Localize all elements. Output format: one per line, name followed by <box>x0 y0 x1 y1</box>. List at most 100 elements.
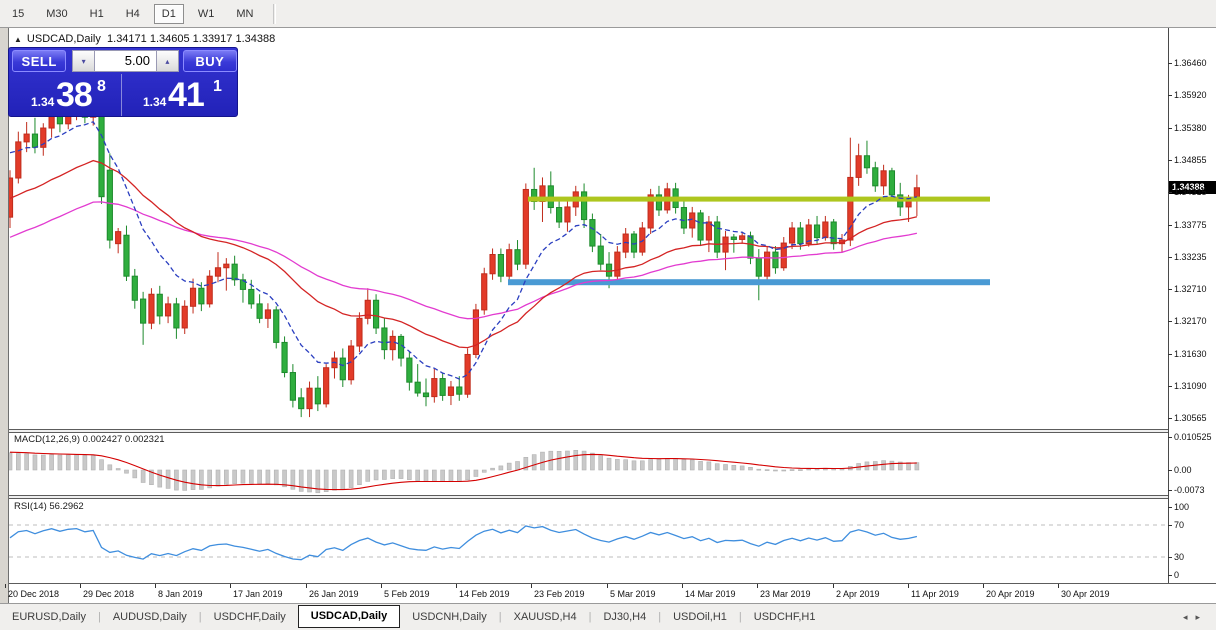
date-axis-tick <box>908 584 909 588</box>
chart-symbol-label: USDCAD,Daily <box>26 33 101 45</box>
date-axis-label: 20 Dec 2018 <box>8 589 60 599</box>
tab-separator: | <box>498 611 502 623</box>
macd-axis-label: 0.010525 <box>1174 432 1212 442</box>
date-axis-tick <box>381 584 382 588</box>
tab-separator: | <box>198 611 202 623</box>
price-axis-tick <box>1168 418 1172 419</box>
macd-axis-label: -0.0073 <box>1174 485 1205 495</box>
timeframe-button-d1[interactable]: D1 <box>153 3 184 24</box>
price-axis[interactable] <box>1168 28 1216 584</box>
date-axis-tick <box>456 584 457 588</box>
timeframe-button-mn[interactable]: MN <box>236 7 254 20</box>
date-axis-tick <box>607 584 608 588</box>
date-axis-label: 11 Apr 2019 <box>911 589 959 599</box>
sell-price-display[interactable]: 1.34 38 8 <box>9 74 122 116</box>
rsi-axis-label: 100 <box>1174 502 1190 512</box>
chart-tab-usdcad-daily[interactable]: USDCAD,Daily <box>297 604 401 628</box>
price-axis-label: 1.35920 <box>1174 90 1207 100</box>
chart-ohlc-values: 1.34171 1.34605 1.33917 1.34388 <box>107 33 276 45</box>
pane-separator-macd[interactable] <box>9 429 1168 433</box>
rsi-axis-label: 0 <box>1174 570 1180 580</box>
sell-price-pips: 38 <box>56 76 93 114</box>
date-axis-tick <box>983 584 984 588</box>
timeframe-button-w1[interactable]: W1 <box>197 7 215 20</box>
chart-tab-xauusd-h4[interactable]: XAUUSD,H4 <box>513 611 577 623</box>
lot-increase-button[interactable]: ▴ <box>156 50 179 72</box>
date-axis-tick <box>833 584 834 588</box>
price-axis-label: 1.34315 <box>1174 187 1207 197</box>
one-click-trading-panel: SELL ▾ 5.00 ▴ BUY 1.34 38 8 1.34 41 1 <box>8 47 238 117</box>
buy-price-pips: 41 <box>168 76 205 114</box>
price-axis-tick <box>1168 192 1172 193</box>
date-axis-tick <box>80 584 81 588</box>
window-splitter[interactable] <box>0 28 9 603</box>
date-axis-label: 29 Dec 2018 <box>83 589 135 599</box>
date-axis-label: 8 Jan 2019 <box>158 589 203 599</box>
lot-size-input[interactable]: 5.00 <box>94 50 157 72</box>
rsi-axis-tick <box>1168 507 1172 508</box>
chart-tab-usdoil-h1[interactable]: USDOil,H1 <box>673 611 727 623</box>
timeframe-button-15[interactable]: 15 <box>12 7 25 20</box>
tab-separator: | <box>588 611 592 623</box>
chart-tab-usdchf-daily[interactable]: USDCHF,Daily <box>213 611 286 623</box>
chart-tab-usdcnh-daily[interactable]: USDCNH,Daily <box>412 611 487 623</box>
price-axis-tick <box>1168 225 1172 226</box>
pane-separator-rsi[interactable] <box>9 495 1168 499</box>
price-axis-tick <box>1168 128 1172 129</box>
buy-button[interactable]: BUY <box>182 50 237 72</box>
date-axis-label: 5 Mar 2019 <box>610 589 656 599</box>
chart-tab-usdchf-h1[interactable]: USDCHF,H1 <box>753 611 816 623</box>
price-axis-label: 1.33235 <box>1174 252 1207 262</box>
price-axis-label: 1.30565 <box>1174 413 1207 423</box>
date-axis-tick <box>155 584 156 588</box>
price-axis-tick <box>1168 289 1172 290</box>
date-axis-label: 26 Jan 2019 <box>309 589 359 599</box>
price-axis-label: 1.32170 <box>1174 316 1207 326</box>
timeframe-button-h4[interactable]: H4 <box>125 7 140 20</box>
date-axis-label: 5 Feb 2019 <box>384 589 430 599</box>
date-axis-tick <box>230 584 231 588</box>
tab-separator: | <box>658 611 662 623</box>
next-chart-arrow-icon[interactable]: ▸ <box>1195 611 1208 622</box>
chart-tab-eurusd-daily[interactable]: EURUSD,Daily <box>12 611 86 623</box>
price-axis-tick <box>1168 63 1172 64</box>
price-axis-label: 1.34855 <box>1174 155 1207 165</box>
date-axis-tick <box>682 584 683 588</box>
timeframe-button-m30[interactable]: M30 <box>46 7 68 20</box>
price-axis-tick <box>1168 95 1172 96</box>
buy-price-display[interactable]: 1.34 41 1 <box>123 74 235 116</box>
macd-axis-tick <box>1168 470 1172 471</box>
macd-axis-tick <box>1168 490 1172 491</box>
price-axis-label: 1.31630 <box>1174 349 1207 359</box>
date-axis-label: 23 Feb 2019 <box>534 589 585 599</box>
price-axis-tick <box>1168 160 1172 161</box>
date-axis-label: 14 Mar 2019 <box>685 589 736 599</box>
sell-button[interactable]: SELL <box>12 50 67 72</box>
rsi-axis-tick <box>1168 525 1172 526</box>
sell-price-base: 1.34 <box>31 95 55 109</box>
price-axis-tick <box>1168 354 1172 355</box>
macd-indicator-label: MACD(12,26,9) 0.002427 0.002321 <box>14 434 165 445</box>
date-axis-tick <box>757 584 758 588</box>
date-axis-label: 20 Apr 2019 <box>986 589 1035 599</box>
buy-price-point: 1 <box>213 78 222 95</box>
price-axis-tick <box>1168 386 1172 387</box>
price-axis-label: 1.32710 <box>1174 284 1207 294</box>
date-axis-tick <box>306 584 307 588</box>
price-axis-tick <box>1168 257 1172 258</box>
tab-separator: | <box>738 611 742 623</box>
chart-tab-audusd-daily[interactable]: AUDUSD,Daily <box>112 611 187 623</box>
chart-expand-icon[interactable]: ▲ <box>14 35 22 44</box>
lot-decrease-button[interactable]: ▾ <box>72 50 95 72</box>
price-axis-label: 1.33775 <box>1174 220 1207 230</box>
macd-axis-label: 0.00 <box>1174 465 1192 475</box>
current-price-tag: 1.34388 <box>1169 181 1216 194</box>
chart-tab-dj30-h4[interactable]: DJ30,H4 <box>603 611 647 623</box>
date-axis-tick <box>531 584 532 588</box>
date-axis-label: 30 Apr 2019 <box>1061 589 1110 599</box>
price-axis-label: 1.31090 <box>1174 381 1207 391</box>
timeframe-button-h1[interactable]: H1 <box>89 7 104 20</box>
prev-chart-arrow-icon[interactable]: ◂ <box>1182 611 1196 622</box>
date-axis-label: 14 Feb 2019 <box>459 589 510 599</box>
rsi-axis-tick <box>1168 575 1172 576</box>
